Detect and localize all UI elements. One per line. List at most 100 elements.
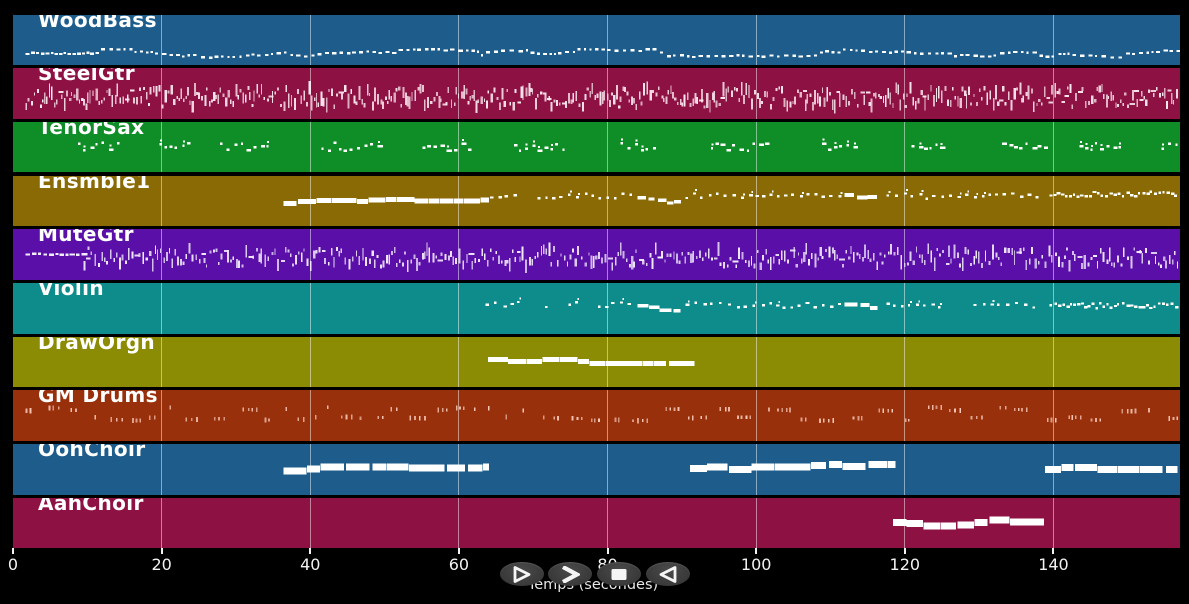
gridline [755, 229, 757, 280]
track-band-woodbass: WoodBass [13, 14, 1180, 66]
track-notes-woodbass [13, 15, 1180, 66]
gridline [309, 229, 311, 280]
gridline [607, 497, 609, 549]
gridline [755, 121, 757, 173]
gridline [755, 175, 757, 227]
gridline [607, 229, 609, 280]
gridline [161, 121, 163, 173]
x-tick [903, 548, 906, 554]
gridline [1052, 121, 1054, 173]
track-band-mutegtr: MuteGtr [13, 229, 1180, 280]
track-label-draworgn: DrawOrgn [38, 336, 156, 354]
gridline [607, 175, 609, 227]
gridline [904, 390, 906, 441]
forward-button[interactable] [548, 562, 592, 586]
gridline [755, 497, 757, 549]
track-notes-ensmble1 [13, 176, 1180, 227]
track-notes-gmdrums [13, 390, 1180, 441]
stop-icon [611, 568, 627, 580]
track-band-aahchoir: AahChoir [13, 497, 1180, 549]
x-tick [12, 548, 14, 554]
track-notes-draworgn [13, 337, 1180, 388]
x-tick-label: 140 [1038, 555, 1069, 574]
x-tick-label: 0 [7, 555, 19, 574]
track-notes-tenorsax [13, 122, 1180, 173]
track-label-gmdrums: GM Drums [38, 390, 158, 408]
gridline [904, 68, 906, 119]
track-label-ensmble1: Ensmble1 [38, 175, 151, 193]
gridline [458, 390, 460, 441]
play-button[interactable] [500, 562, 544, 586]
track-label-mutegtr: MuteGtr [38, 229, 134, 247]
gridline [1052, 229, 1054, 280]
gridline [755, 68, 757, 119]
gridline [458, 336, 460, 388]
gridline [161, 444, 163, 495]
track-band-oohchoir: OohChoir [13, 444, 1180, 495]
x-tick [309, 548, 312, 554]
rewind-button[interactable] [646, 562, 690, 586]
gridline [755, 390, 757, 441]
rewind-icon [659, 565, 677, 583]
gridline [458, 283, 460, 334]
gridline [458, 14, 460, 66]
gridline [607, 14, 609, 66]
gridline [1052, 390, 1054, 441]
gridline [309, 121, 311, 173]
x-axis-label: Temps (secondes) [527, 577, 659, 593]
gridline [309, 390, 311, 441]
gridline [161, 14, 163, 66]
gridline [161, 175, 163, 227]
gridline [607, 121, 609, 173]
track-notes-oohchoir [13, 444, 1180, 495]
x-tick-label: 60 [448, 555, 470, 574]
gridline [161, 68, 163, 119]
play-icon [513, 565, 531, 583]
x-tick-label: 120 [889, 555, 921, 574]
stop-button[interactable] [597, 562, 641, 586]
track-notes-violin [13, 283, 1180, 334]
track-band-ensmble1: Ensmble1 [13, 175, 1180, 227]
x-tick [606, 548, 609, 554]
track-band-gmdrums: GM Drums [13, 390, 1180, 441]
gridline [904, 229, 906, 280]
gridline [1052, 497, 1054, 549]
x-tick-label: 40 [300, 555, 321, 574]
gridline [607, 390, 609, 441]
gridline [904, 175, 906, 227]
track-band-violin: Violin [13, 283, 1180, 334]
track-notes-steelgtr [13, 68, 1180, 119]
track-band-steelgtr: SteelGtr [13, 68, 1180, 119]
gridline [309, 283, 311, 334]
forward-icon [562, 565, 580, 583]
gridline [904, 444, 906, 495]
x-tick-label: 100 [740, 555, 772, 574]
gridline [161, 497, 163, 549]
track-notes-mutegtr [13, 229, 1180, 280]
gridline [1052, 336, 1054, 388]
gridline [904, 121, 906, 173]
gridline [904, 14, 906, 66]
gridline [458, 68, 460, 119]
gridline [755, 336, 757, 388]
gridline [904, 283, 906, 334]
gridline [607, 444, 609, 495]
gridline [161, 229, 163, 280]
track-label-oohchoir: OohChoir [38, 444, 146, 462]
gridline [1052, 68, 1054, 119]
track-label-steelgtr: SteelGtr [38, 68, 135, 86]
gridline [1052, 14, 1054, 66]
gridline [309, 14, 311, 66]
gridline [309, 497, 311, 549]
x-tick [160, 548, 163, 554]
track-label-aahchoir: AahChoir [38, 497, 144, 515]
track-notes-aahchoir [13, 498, 1180, 549]
gridline [161, 283, 163, 334]
track-band-tenorsax: TenorSax [13, 121, 1180, 173]
x-tick [457, 548, 460, 554]
gridline [1052, 175, 1054, 227]
track-label-woodbass: WoodBass [38, 14, 157, 32]
gridline [309, 336, 311, 388]
x-tick-label: 20 [151, 555, 172, 574]
